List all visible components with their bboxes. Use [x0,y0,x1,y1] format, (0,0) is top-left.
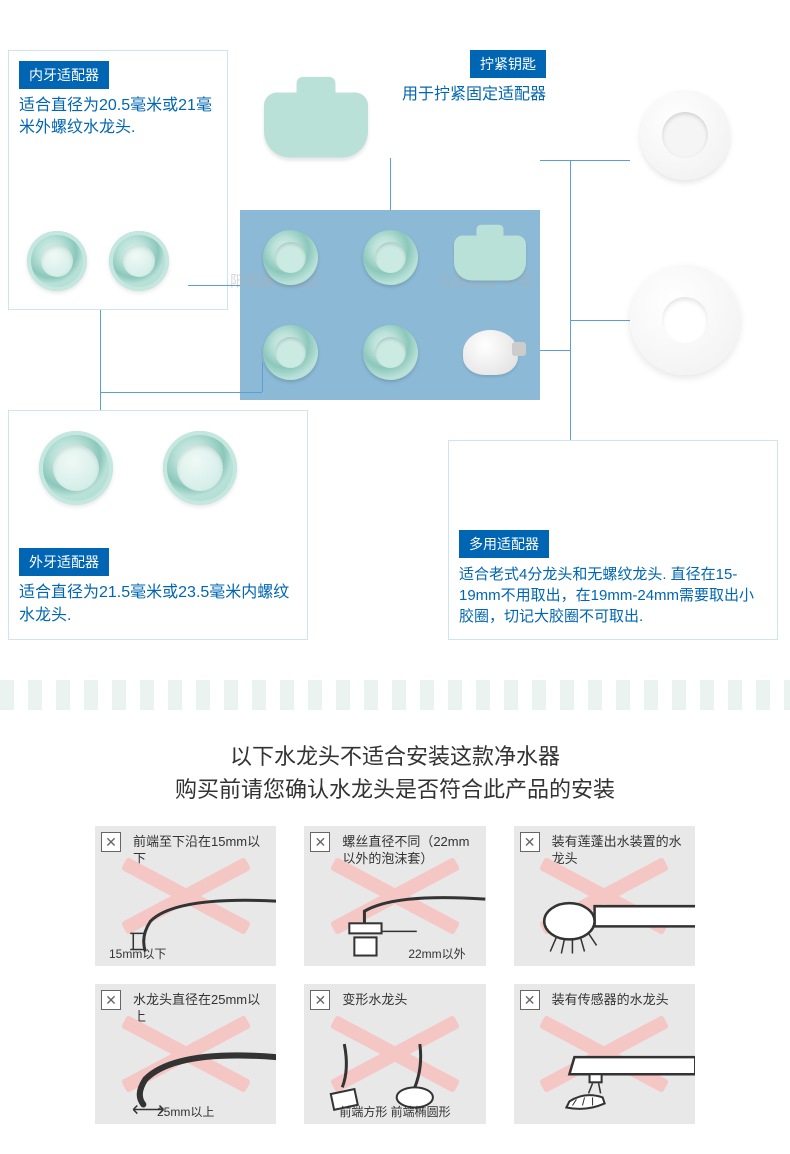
center-item-4 [263,325,318,380]
incompatible-title: 以下水龙头不适合安装这款净水器 购买前请您确认水龙头是否符合此产品的安装 [20,740,770,806]
page-root: 内牙适配器 适合直径为20.5毫米或21毫米外螺纹水龙头. 拧紧钥匙 用于拧紧固… [0,0,790,1154]
connector-key [390,158,391,210]
tag-inner-thread: 内牙适配器 [19,61,109,89]
connector-outer-h [100,392,262,393]
part-white-ring [640,90,730,180]
tag-tighten-key: 拧紧钥匙 [470,50,546,78]
title-line-2: 购买前请您确认水龙头是否符合此产品的安装 [175,777,615,802]
center-item-5 [363,325,418,380]
center-item-6-clamp [463,330,518,375]
panel-multi-use: 多用适配器 适合老式4分龙头和无螺纹龙头. 直径在15-19mm不用取出，在19… [448,440,778,640]
desc-outer-thread: 适合直径为21.5毫米或23.5毫米内螺纹水龙头. [19,582,297,627]
card-4: ✕ 变形水龙头 前端方形 前端椭圆形 [304,984,485,1124]
incompatible-section: 以下水龙头不适合安装这款净水器 购买前请您确认水龙头是否符合此产品的安装 ✕ 前… [0,740,790,1154]
faucet-sketch-2 [514,881,695,962]
adapter-diagram: 内牙适配器 适合直径为20.5毫米或21毫米外螺纹水龙头. 拧紧钥匙 用于拧紧固… [0,0,790,660]
outer-adapter-ring-2 [163,431,237,505]
center-product-box: 阳诺嘉专卖店 九阳诺嘉 专卖 [240,210,540,400]
part-washer-ring [630,265,740,375]
card-0: ✕ 前端至下沿在15mm以下 15mm以下 [95,826,276,966]
center-item-1 [263,230,318,285]
tag-multi-use: 多用适配器 [459,530,549,558]
panel-tighten-key: 拧紧钥匙 用于拧紧固定适配器 [246,50,546,200]
connector-r3 [570,320,630,321]
desc-inner-thread: 适合直径为20.5毫米或21毫米外螺纹水龙头. [19,95,217,140]
title-line-1: 以下水龙头不适合安装这款净水器 [230,744,560,769]
connector-outer-h2 [262,362,263,392]
center-item-3-key [454,235,526,280]
inner-adapter-ring-1 [27,231,87,291]
tag-outer-thread: 外牙适配器 [19,548,109,576]
card-5: ✕ 装有传感器的水龙头 [514,984,695,1124]
card-bottom-label: 15mm以下 [109,945,276,962]
connector-inner [188,285,240,286]
divider [0,680,790,710]
card-3: ✕ 水龙头直径在25mm以上 25mm以上 [95,984,276,1124]
inner-adapter-ring-2 [109,231,169,291]
connector-r2 [540,350,570,351]
card-bottom-label: 25mm以上 [95,1103,276,1120]
faucet-sketch-5 [514,1039,695,1120]
desc-multi-use: 适合老式4分龙头和无螺纹龙头. 直径在15-19mm不用取出，在19mm-24m… [459,564,767,627]
center-item-2 [363,230,418,285]
card-bottom-label: 前端方形 前端椭圆形 [304,1103,485,1120]
card-1: ✕ 螺丝直径不同（22mm以外的泡沫套） 22mm以外 [304,826,485,966]
connector-r1 [540,160,630,161]
panel-outer-thread: 外牙适配器 适合直径为21.5毫米或23.5毫米内螺纹水龙头. [8,410,308,640]
panel-inner-thread: 内牙适配器 适合直径为20.5毫米或21毫米外螺纹水龙头. [8,50,228,310]
card-2: ✕ 装有莲蓬出水装置的水龙头 [514,826,695,966]
incompatible-grid: ✕ 前端至下沿在15mm以下 15mm以下 ✕ 螺丝直径不同（22mm以外的泡沫… [95,826,695,1124]
card-bottom-label: 22mm以外 [408,945,465,962]
tighten-key-shape [264,93,368,158]
outer-adapter-ring-1 [39,431,113,505]
